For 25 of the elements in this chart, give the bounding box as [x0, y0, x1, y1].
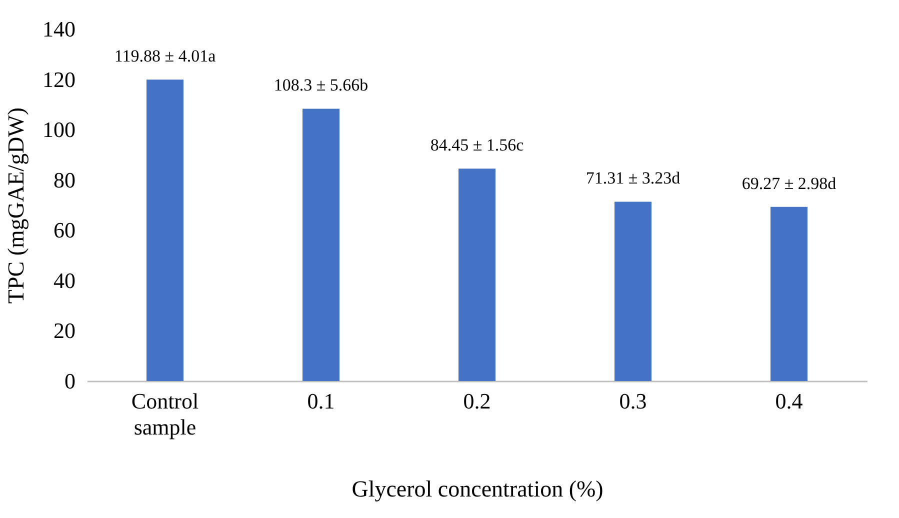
y-tick-label: 20	[54, 318, 76, 344]
x-axis-title: Glycerol concentration (%)	[352, 476, 604, 502]
y-tick-label: 60	[54, 218, 76, 243]
bar	[614, 202, 652, 381]
x-tick-label: 0.2	[463, 388, 491, 414]
y-tick-label: 80	[54, 167, 76, 192]
data-label: 84.45 ± 1.56c	[430, 136, 524, 155]
data-label: 119.88 ± 4.01a	[114, 46, 216, 66]
bar	[458, 168, 496, 381]
y-tick-label: 100	[42, 117, 76, 142]
y-axis-title: TPC (mgGAE/gDW)	[4, 107, 28, 304]
y-tick-label: 120	[42, 66, 76, 92]
y-tick-label: 40	[54, 268, 76, 293]
bar	[302, 108, 340, 381]
y-tick-label: 140	[42, 16, 76, 42]
bar	[770, 206, 808, 381]
data-label: 71.31 ± 3.23d	[586, 168, 681, 188]
y-tick-label: 0	[64, 368, 76, 394]
x-tick-label: Control sample	[131, 388, 199, 440]
bar	[146, 80, 184, 381]
x-tick-label: 0.3	[619, 388, 647, 414]
data-label: 108.3 ± 5.66b	[274, 76, 368, 95]
data-label: 69.27 ± 2.98d	[742, 174, 837, 193]
x-tick-label: 0.1	[307, 388, 335, 414]
x-tick-label: 0.4	[775, 388, 803, 414]
